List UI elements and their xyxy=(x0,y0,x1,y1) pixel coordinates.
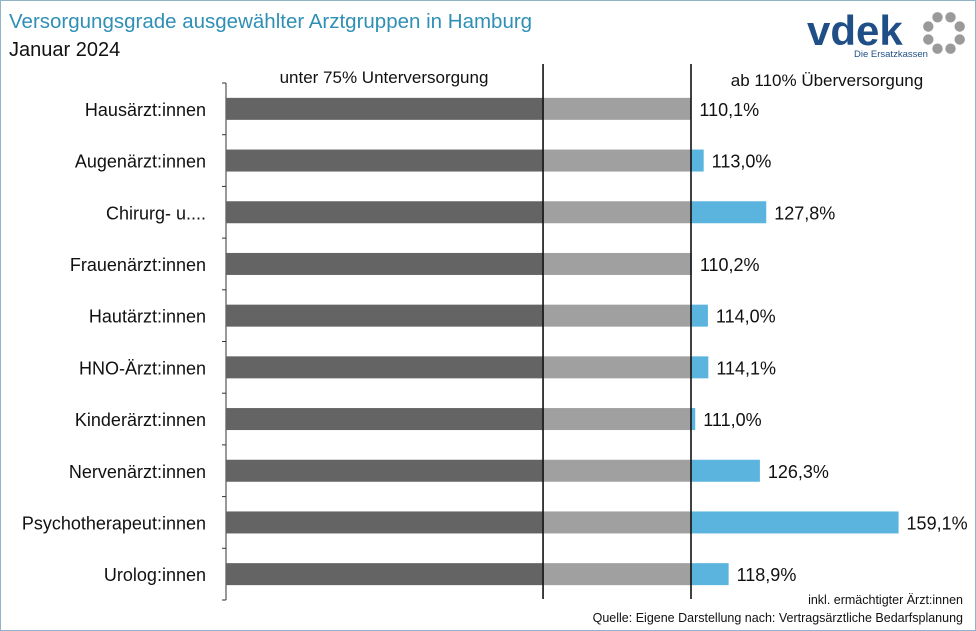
bar-segment-3 xyxy=(691,408,696,431)
logo-ring-dot xyxy=(945,43,956,54)
vdek-logo: vdek Die Ersatzkassen xyxy=(807,7,965,60)
chart-title: Versorgungsgrade ausgewählter Arztgruppe… xyxy=(9,10,533,33)
logo-ring-dot xyxy=(945,12,956,23)
bar-segment-2 xyxy=(543,511,691,534)
logo-ring-dot xyxy=(923,21,934,32)
category-label: Hausärzt:innen xyxy=(85,100,206,120)
bar-segment-2 xyxy=(543,356,691,379)
value-label: 126,3% xyxy=(768,462,829,482)
value-label: 159,1% xyxy=(907,513,968,533)
bar-segment-1 xyxy=(226,408,544,431)
bar-segment-2 xyxy=(543,408,691,431)
bar-segment-3 xyxy=(691,563,729,586)
bar-segment-1 xyxy=(226,201,544,224)
bar-segment-2 xyxy=(543,149,691,172)
chart-subtitle: Januar 2024 xyxy=(9,39,121,61)
category-label: Augenärzt:innen xyxy=(75,152,206,172)
bar-segment-1 xyxy=(226,563,544,586)
value-label: 127,8% xyxy=(774,203,835,223)
bar-segment-3 xyxy=(691,459,760,482)
bar-segment-3 xyxy=(691,304,708,327)
category-label: Urolog:innen xyxy=(104,565,206,585)
bar-segment-2 xyxy=(543,563,691,586)
bar-segment-2 xyxy=(543,97,691,120)
value-label: 118,9% xyxy=(737,565,797,585)
bar-segment-1 xyxy=(226,459,544,482)
logo-ring-dot xyxy=(954,34,965,45)
logo-ring-dot xyxy=(923,34,934,45)
logo-tagline: Die Ersatzkassen xyxy=(854,49,928,60)
bar-segment-2 xyxy=(543,459,691,482)
value-label: 111,0% xyxy=(703,410,761,430)
footnote-note: inkl. ermächtigter Ärzt:innen xyxy=(808,593,963,607)
bar-segment-3 xyxy=(691,356,709,379)
footnote-source: Quelle: Eigene Darstellung nach: Vertrag… xyxy=(592,611,963,625)
category-label: Frauenärzt:innen xyxy=(70,255,206,275)
logo-ring-dot xyxy=(954,21,965,32)
value-label: 110,1% xyxy=(699,100,759,120)
category-label: Kinderärzt:innen xyxy=(75,410,206,430)
category-label: Psychotherapeut:innen xyxy=(22,513,206,533)
value-label: 114,0% xyxy=(716,307,776,327)
category-label: Nervenärzt:innen xyxy=(69,462,206,482)
bar-segment-2 xyxy=(543,201,691,224)
logo-ring-dot xyxy=(932,43,943,54)
bar-segment-1 xyxy=(226,97,544,120)
category-label: Chirurg- u.... xyxy=(106,203,206,223)
bar-segment-1 xyxy=(226,304,544,327)
bar-segment-3 xyxy=(691,149,704,172)
category-label: Hautärzt:innen xyxy=(89,307,206,327)
logo-ring-dot xyxy=(932,12,943,23)
logo-wordmark: vdek xyxy=(807,7,903,54)
bar-segment-1 xyxy=(226,511,544,534)
bar-segment-3 xyxy=(691,511,899,534)
threshold-label-under: unter 75% Unterversorgung xyxy=(280,68,489,87)
threshold-label-over: ab 110% Überversorgung xyxy=(731,71,923,90)
bar-segment-1 xyxy=(226,356,544,379)
logo-ring-icon xyxy=(923,12,965,54)
value-label: 114,1% xyxy=(716,358,776,378)
bar-segment-1 xyxy=(226,149,544,172)
category-label: HNO-Ärzt:innen xyxy=(79,358,206,378)
value-label: 113,0% xyxy=(712,152,772,172)
value-label: 110,2% xyxy=(700,255,760,275)
bar-segment-3 xyxy=(691,201,767,224)
bar-segment-2 xyxy=(543,252,691,275)
bar-segment-2 xyxy=(543,304,691,327)
bar-segment-1 xyxy=(226,252,544,275)
